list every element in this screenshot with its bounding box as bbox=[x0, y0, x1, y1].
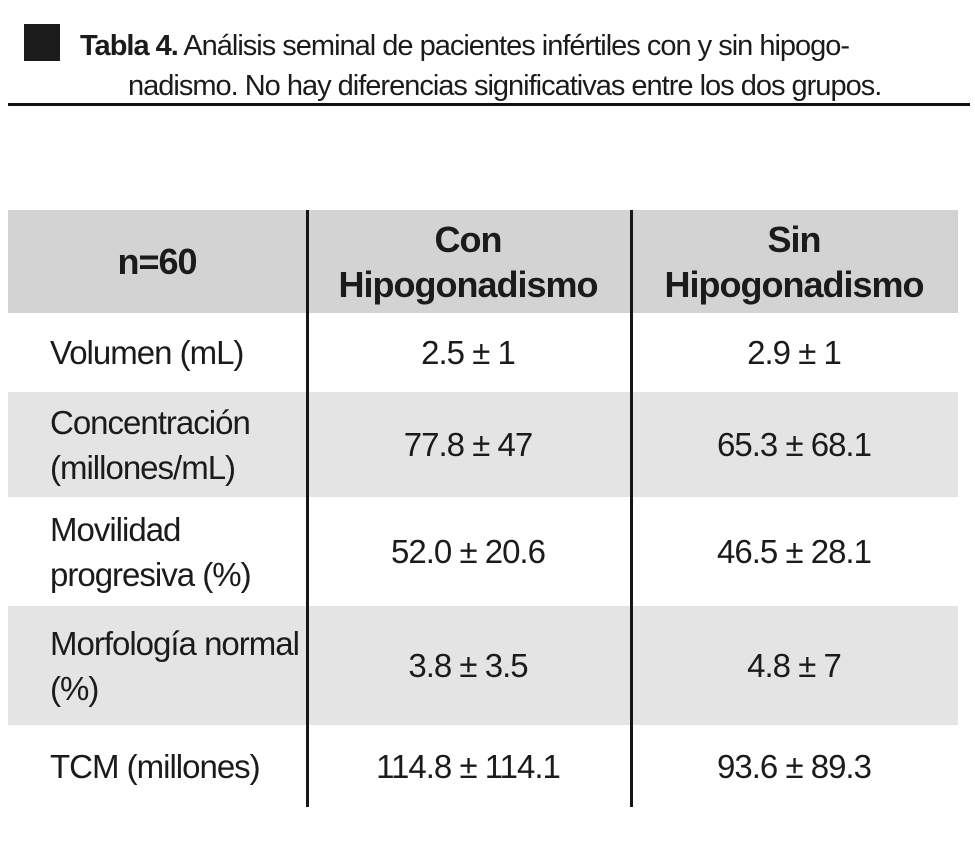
table-number-label: Tabla 4. bbox=[80, 30, 179, 62]
value-cell-con: 114.8 ± 114.1 bbox=[376, 747, 561, 785]
value-cell-con: 52.0 ± 20.6 bbox=[391, 533, 546, 570]
value-cell-con: 3.8 ± 3.5 bbox=[408, 647, 528, 684]
header-cell-con-hipogonadismo: Con Hipogonadismo bbox=[338, 218, 599, 305]
page-title: Tabla 4. Análisis seminal de pacientes i… bbox=[80, 26, 972, 106]
column-divider bbox=[306, 210, 309, 807]
value-cell-con: 2.5 ± 1 bbox=[421, 334, 516, 371]
header-row: n=60 Con Hipogonadismo Sin Hipogonadismo bbox=[8, 210, 958, 313]
value-cell-sin: 93.6 ± 89.3 bbox=[717, 747, 872, 785]
header-cell-sin-hipogonadismo: Sin Hipogonadismo bbox=[664, 218, 925, 305]
column-divider bbox=[630, 210, 633, 807]
table-row: Morfología normal (%) 3.8 ± 3.5 4.8 ± 7 bbox=[8, 606, 958, 725]
table-row: TCM (millones) 114.8 ± 114.1 93.6 ± 89.3 bbox=[8, 725, 958, 807]
value-cell-con: 77.8 ± 47 bbox=[403, 426, 533, 463]
value-cell-sin: 65.3 ± 68.1 bbox=[717, 426, 872, 463]
parameter-cell: Morfología normal (%) bbox=[50, 624, 300, 707]
section-marker bbox=[24, 24, 60, 61]
table-row: Movilidad progresiva (%) 52.0 ± 20.6 46.… bbox=[8, 497, 958, 606]
value-cell-sin: 46.5 ± 28.1 bbox=[717, 533, 872, 570]
data-table: n=60 Con Hipogonadismo Sin Hipogonadismo… bbox=[8, 210, 958, 807]
parameter-cell: TCM (millones) bbox=[50, 747, 261, 785]
value-cell-sin: 4.8 ± 7 bbox=[747, 647, 842, 684]
parameter-cell: Movilidad progresiva (%) bbox=[50, 510, 252, 593]
parameter-cell: Concentración (millones/mL) bbox=[50, 403, 251, 486]
title-line-1: Tabla 4. Análisis seminal de pacientes i… bbox=[80, 26, 972, 66]
parameter-cell: Volumen (mL) bbox=[50, 334, 244, 371]
header-cell-n: n=60 bbox=[117, 241, 197, 282]
table-row: Concentración (millones/mL) 77.8 ± 47 65… bbox=[8, 392, 958, 497]
title-line-2: nadismo. No hay diferencias significativ… bbox=[128, 70, 882, 102]
title-rule bbox=[8, 103, 970, 106]
title-line1-text: Análisis seminal de pacientes infértiles… bbox=[183, 30, 850, 62]
value-cell-sin: 2.9 ± 1 bbox=[747, 334, 842, 371]
table-row: Volumen (mL) 2.5 ± 1 2.9 ± 1 bbox=[8, 313, 958, 392]
